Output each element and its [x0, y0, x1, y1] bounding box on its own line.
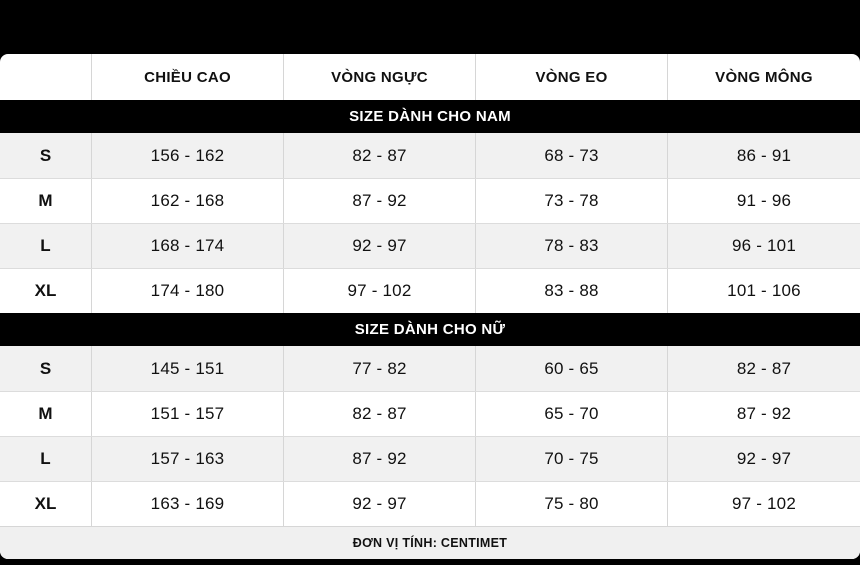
waist-value: 83 - 88: [475, 269, 667, 313]
waist-value: 78 - 83: [475, 224, 667, 268]
unit-note: ĐƠN VỊ TÍNH: CENTIMET: [0, 526, 860, 559]
hip-value: 101 - 106: [667, 269, 860, 313]
waist-value: 65 - 70: [475, 392, 667, 436]
table-row-men-l: L 168 - 174 92 - 97 78 - 83 96 - 101: [0, 223, 860, 268]
section-header-men: SIZE DÀNH CHO NAM: [0, 100, 860, 133]
chest-value: 87 - 92: [283, 437, 475, 481]
table-row-women-m: M 151 - 157 82 - 87 65 - 70 87 - 92: [0, 391, 860, 436]
hip-value: 96 - 101: [667, 224, 860, 268]
size-label: XL: [34, 494, 57, 513]
size-chart-table: CHIỀU CAO VÒNG NGỰC VÒNG EO VÒNG MÔNG SI…: [0, 54, 860, 559]
waist-value: 68 - 73: [475, 133, 667, 178]
chest-value: 87 - 92: [283, 179, 475, 223]
waist-value: 73 - 78: [475, 179, 667, 223]
height-value: 157 - 163: [91, 437, 283, 481]
table-row-men-s: S 156 - 162 82 - 87 68 - 73 86 - 91: [0, 133, 860, 178]
chest-value: 82 - 87: [283, 392, 475, 436]
height-value: 163 - 169: [91, 482, 283, 526]
height-value: 151 - 157: [91, 392, 283, 436]
hip-value: 97 - 102: [667, 482, 860, 526]
size-label: S: [39, 145, 52, 165]
chest-value: 92 - 97: [283, 224, 475, 268]
table-header-row: CHIỀU CAO VÒNG NGỰC VÒNG EO VÒNG MÔNG: [0, 54, 860, 100]
hip-value: 91 - 96: [667, 179, 860, 223]
height-value: 156 - 162: [91, 133, 283, 178]
header-cell-height: CHIỀU CAO: [91, 54, 283, 100]
table-row-men-xl: XL 174 - 180 97 - 102 83 - 88 101 - 106: [0, 268, 860, 313]
size-label: L: [40, 236, 51, 255]
height-value: 145 - 151: [91, 346, 283, 391]
height-value: 162 - 168: [91, 179, 283, 223]
waist-value: 75 - 80: [475, 482, 667, 526]
section-header-women: SIZE DÀNH CHO NỮ: [0, 313, 860, 346]
hip-value: 87 - 92: [667, 392, 860, 436]
chest-value: 97 - 102: [283, 269, 475, 313]
hip-value: 82 - 87: [667, 346, 860, 391]
table-row-women-l: L 157 - 163 87 - 92 70 - 75 92 - 97: [0, 436, 860, 481]
table-row-women-s: S 145 - 151 77 - 82 60 - 65 82 - 87: [0, 346, 860, 391]
header-cell-waist: VÒNG EO: [475, 54, 667, 100]
size-label: M: [38, 404, 53, 423]
height-value: 168 - 174: [91, 224, 283, 268]
size-label: XL: [34, 281, 57, 300]
chest-value: 92 - 97: [283, 482, 475, 526]
size-label: L: [40, 449, 51, 468]
table-row-women-xl: XL 163 - 169 92 - 97 75 - 80 97 - 102: [0, 481, 860, 526]
chest-value: 77 - 82: [283, 346, 475, 391]
chest-value: 82 - 87: [283, 133, 475, 178]
waist-value: 60 - 65: [475, 346, 667, 391]
height-value: 174 - 180: [91, 269, 283, 313]
header-cell-chest: VÒNG NGỰC: [283, 54, 475, 100]
hip-value: 86 - 91: [667, 133, 860, 178]
header-cell-hip: VÒNG MÔNG: [667, 54, 860, 100]
table-row-men-m: M 162 - 168 87 - 92 73 - 78 91 - 96: [0, 178, 860, 223]
size-label: S: [39, 358, 52, 378]
size-label: M: [38, 191, 53, 210]
waist-value: 70 - 75: [475, 437, 667, 481]
header-cell-size: [0, 54, 91, 100]
hip-value: 92 - 97: [667, 437, 860, 481]
